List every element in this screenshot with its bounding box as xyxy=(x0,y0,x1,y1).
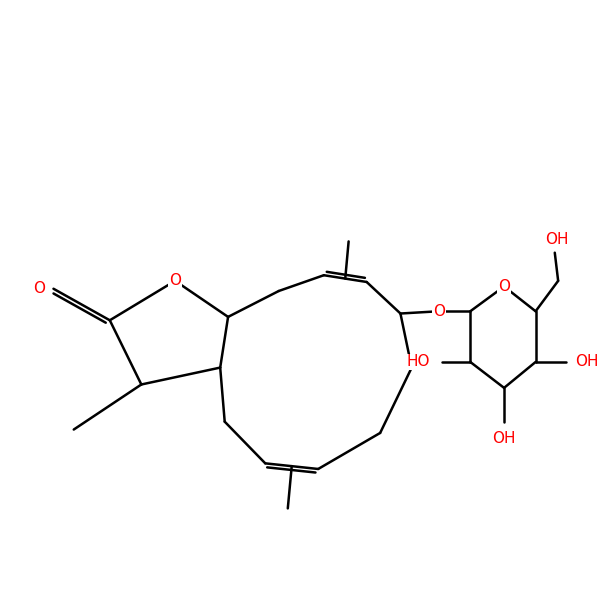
Text: O: O xyxy=(33,281,45,296)
Text: OH: OH xyxy=(575,355,598,370)
Text: O: O xyxy=(498,279,510,294)
Text: OH: OH xyxy=(493,431,516,446)
Text: OH: OH xyxy=(545,232,568,247)
Text: O: O xyxy=(433,304,445,319)
Text: O: O xyxy=(169,274,181,289)
Text: HO: HO xyxy=(407,355,430,370)
